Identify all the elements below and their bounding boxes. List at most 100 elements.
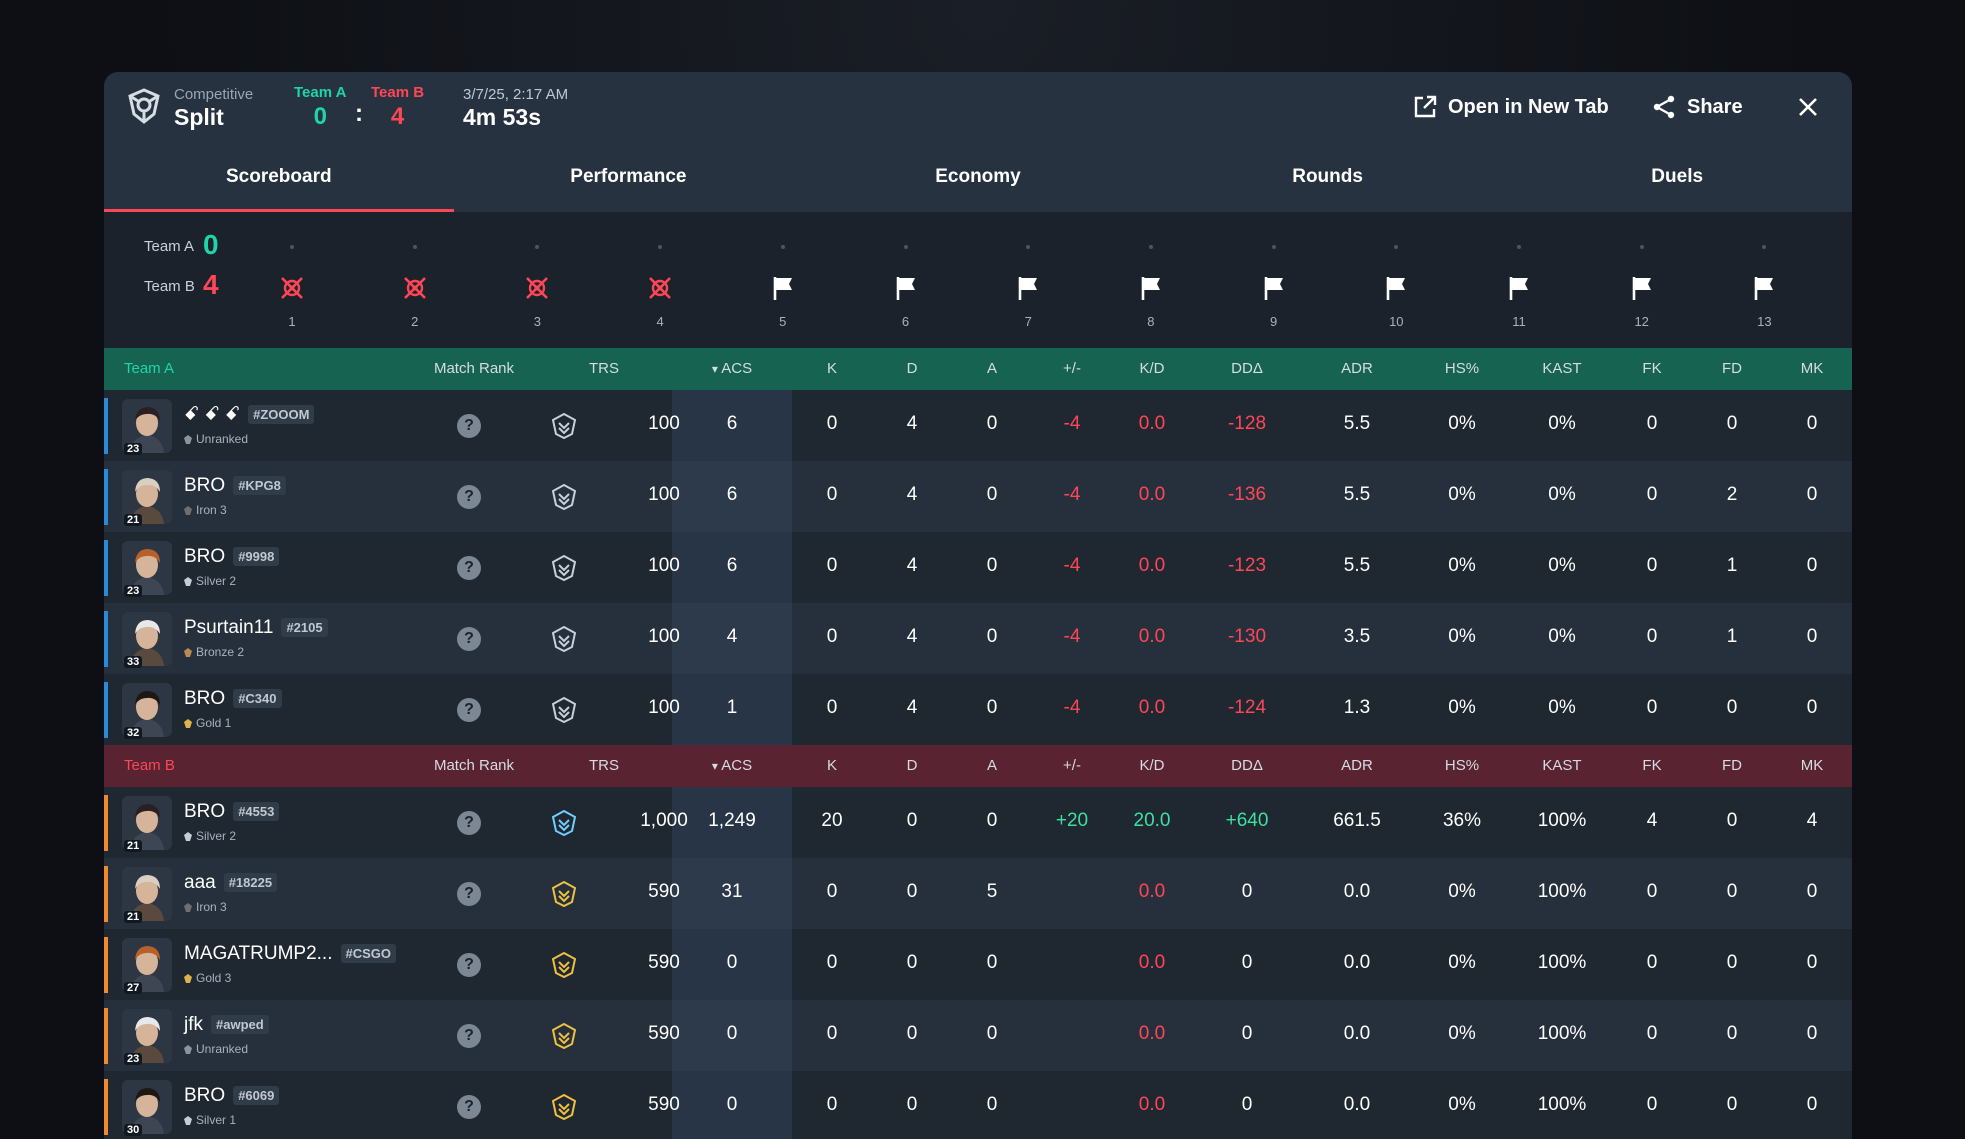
player-name-line[interactable]: Psurtain11 #2105 (184, 617, 328, 639)
game-logo-icon (128, 88, 160, 124)
table-row[interactable]: 32 BRO #C340 Gold 1? 100 1 0 4 0 -4 0.0 -124 1.3 0% 0%… (104, 674, 1852, 745)
round-12[interactable]: 12 (1612, 212, 1672, 348)
team-a-round-marker (1639, 245, 1644, 249)
mk-value: 0 (1806, 626, 1818, 647)
column-header-a[interactable]: A (986, 360, 997, 377)
player-level: 21 (124, 840, 143, 852)
column-header-mk[interactable]: MK (1800, 360, 1824, 377)
column-header-fd[interactable]: FD (1722, 360, 1742, 377)
table-row[interactable]: 27 MAGATRUMP2... #CSGO Gold 3? 590 0 0 0 0 0.0 0 0.… (104, 929, 1852, 1000)
team-color-bar (104, 1008, 108, 1064)
round-7[interactable]: 7 (998, 212, 1058, 348)
d-value: 4 (906, 484, 918, 505)
round-1[interactable]: 1 (262, 212, 322, 348)
trs-tier-icon (551, 1093, 577, 1121)
match-rank-unknown-icon: ? (457, 1095, 481, 1119)
rank-icon (184, 648, 192, 657)
column-header-hs[interactable]: HS% (1444, 757, 1480, 774)
rank-label: Silver 2 (196, 829, 237, 843)
dda-value: -124 (1227, 697, 1267, 718)
round-2[interactable]: 2 (385, 212, 445, 348)
flag-icon (1509, 277, 1528, 300)
player-name-line[interactable]: BRO #KPG8 (184, 475, 286, 497)
player-name-line[interactable]: BRO #C340 (184, 688, 282, 710)
column-header-acs[interactable]: ▾ ACS (682, 757, 782, 774)
column-header-fd[interactable]: FD (1722, 757, 1742, 774)
table-row[interactable]: 21 BRO #KPG8 Iron 3? 100 6 0 4 0 -4 0.0 -136 5.5 0% 0%… (104, 461, 1852, 532)
column-header-dda[interactable]: DDΔ (1231, 757, 1263, 774)
column-header-k[interactable]: K (826, 757, 837, 774)
table-row[interactable]: 33 Psurtain11 #2105 Bronze 2? 100 4 0 4 0 -4 0.0 -1… (104, 603, 1852, 674)
kast-value: 0% (1548, 555, 1576, 576)
column-header-kd[interactable]: K/D (1139, 757, 1165, 774)
column-header-match-rank[interactable]: Match Rank (433, 757, 515, 774)
table-row[interactable]: 21 aaa #18225 Iron 3? 590 31 0 0 5 0.0 0 0.0 0% 100% 0… (104, 858, 1852, 929)
round-8[interactable]: 8 (1121, 212, 1181, 348)
tab-economy[interactable]: Economy (935, 166, 1021, 187)
column-header-adr[interactable]: ADR (1341, 757, 1373, 774)
table-row[interactable]: 21 BRO #4553 Silver 2? 1,000 1,249 20 0 0 +20 20.0… (104, 787, 1852, 858)
round-9[interactable]: 9 (1244, 212, 1304, 348)
round-3[interactable]: 3 (507, 212, 567, 348)
k-value: 0 (826, 1023, 838, 1044)
player-name-line[interactable]: MAGATRUMP2... #CSGO (184, 943, 397, 965)
column-header-k[interactable]: K (826, 360, 837, 377)
acs-value: 1,249 (708, 810, 756, 831)
match-duration: 4m 53s (463, 104, 542, 130)
kd-value: 0.0 (1138, 697, 1166, 718)
column-header-match-rank[interactable]: Match Rank (433, 360, 515, 377)
round-11[interactable]: 11 (1489, 212, 1549, 348)
date-block: 3/7/25, 2:17 AM 4m 53s (463, 86, 568, 131)
player-name-line[interactable]: BRO #9998 (184, 546, 280, 568)
share-button[interactable]: Share (1651, 92, 1743, 122)
player-name-line[interactable]: ꗃ ꗃ ꗃ #ZOOOM (184, 404, 315, 426)
open-new-tab-button[interactable]: Open in New Tab (1412, 92, 1609, 122)
column-header-adr[interactable]: ADR (1341, 360, 1373, 377)
column-header-fk[interactable]: FK (1642, 757, 1662, 774)
tab-duels[interactable]: Duels (1651, 166, 1704, 187)
team-color-bar (104, 540, 108, 596)
trs-value: 100 (648, 626, 680, 647)
column-header-trs[interactable]: TRS (589, 757, 619, 774)
column-header-dda[interactable]: DDΔ (1231, 360, 1263, 377)
team-a-round-marker (1026, 245, 1031, 249)
round-4[interactable]: 4 (630, 212, 690, 348)
dda-value: -130 (1227, 626, 1267, 647)
round-13[interactable]: 13 (1734, 212, 1794, 348)
tab-rounds[interactable]: Rounds (1292, 166, 1363, 187)
d-value: 4 (906, 555, 918, 576)
table-row[interactable]: 30 BRO #6069 Silver 1? 590 0 0 0 0 0.0 0 0.0 0% 100% 0… (104, 1071, 1852, 1139)
table-row[interactable]: 23 ꗃ ꗃ ꗃ #ZOOOM Unranked? 100 6 0 4 0 -4 0.0 -128 5.… (104, 390, 1852, 461)
column-header-a[interactable]: A (986, 757, 997, 774)
column-header-pm[interactable]: +/- (1063, 360, 1081, 377)
kd-value: 0.0 (1138, 626, 1166, 647)
round-5[interactable]: 5 (753, 212, 813, 348)
tab-scoreboard[interactable]: Scoreboard (104, 142, 454, 212)
column-header-acs[interactable]: ▾ ACS (682, 360, 782, 377)
match-rank-unknown-icon: ? (457, 556, 481, 580)
hs-value: 0% (1448, 484, 1476, 505)
column-header-kast[interactable]: KAST (1542, 757, 1582, 774)
round-10[interactable]: 10 (1366, 212, 1426, 348)
column-header-pm[interactable]: +/- (1063, 757, 1081, 774)
close-icon[interactable] (1795, 94, 1821, 120)
player-name-line[interactable]: aaa #18225 (184, 872, 278, 894)
table-row[interactable]: 23 jfk #awped Unranked? 590 0 0 0 0 0.0 0 0.0 0% 100%… (104, 1000, 1852, 1071)
column-header-d[interactable]: D (906, 757, 918, 774)
acs-highlight (672, 461, 792, 532)
agent-avatar (122, 938, 172, 992)
player-name-line[interactable]: BRO #6069 (184, 1085, 280, 1107)
tab-performance[interactable]: Performance (570, 166, 687, 187)
column-header-d[interactable]: D (906, 360, 918, 377)
player-name-line[interactable]: BRO #4553 (184, 801, 280, 823)
column-header-trs[interactable]: TRS (589, 360, 619, 377)
player-name-line[interactable]: jfk #awped (184, 1014, 269, 1036)
column-header-hs[interactable]: HS% (1444, 360, 1480, 377)
column-header-fk[interactable]: FK (1642, 360, 1662, 377)
column-header-mk[interactable]: MK (1800, 757, 1824, 774)
table-row[interactable]: 23 BRO #9998 Silver 2? 100 6 0 4 0 -4 0.0 -123 5.5 0%… (104, 532, 1852, 603)
column-header-kast[interactable]: KAST (1542, 360, 1582, 377)
column-header-kd[interactable]: K/D (1139, 360, 1165, 377)
agent-avatar (122, 541, 172, 595)
round-6[interactable]: 6 (876, 212, 936, 348)
